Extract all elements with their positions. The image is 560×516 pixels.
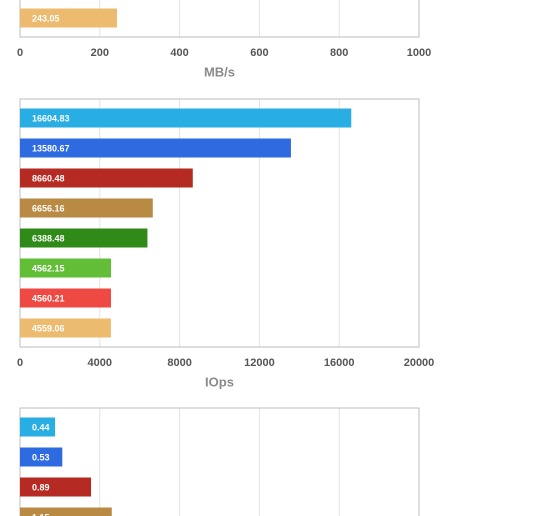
x-tick-label: 0	[17, 357, 23, 369]
bar-value-label: 4560.21	[32, 293, 65, 303]
bar	[20, 258, 112, 278]
bar	[20, 477, 92, 497]
x-tick-label: 8000	[167, 357, 191, 369]
plot-frame	[19, 407, 420, 516]
bar-value-label: 0.44	[32, 422, 50, 432]
bar	[20, 168, 193, 188]
bar	[20, 138, 291, 158]
bar	[20, 108, 352, 128]
bar-value-label: 8660.48	[32, 173, 65, 183]
bar-value-label: 243.05	[32, 13, 60, 23]
bar	[20, 198, 153, 218]
bar	[20, 318, 111, 338]
bar-value-label: 0.53	[32, 452, 50, 462]
x-tick-label: 1000	[407, 47, 431, 59]
bar	[20, 417, 56, 437]
x-tick-label: 800	[330, 47, 348, 59]
x-axis-title: IOps	[205, 374, 234, 389]
bar	[20, 507, 112, 516]
x-tick-label: 12000	[244, 357, 275, 369]
bar-value-label: 13580.67	[32, 143, 70, 153]
plot-frame	[19, 98, 420, 348]
x-tick-label: 0	[17, 47, 23, 59]
x-tick-label: 400	[170, 47, 188, 59]
bar-value-label: 4559.06	[32, 323, 65, 333]
bar-value-label: 16604.83	[32, 113, 70, 123]
bar	[20, 288, 111, 308]
x-tick-label: 16000	[324, 357, 355, 369]
bar-value-label: 0.89	[32, 482, 50, 492]
x-tick-label: 20000	[404, 357, 435, 369]
bar-value-label: 6388.48	[32, 233, 65, 243]
x-tick-label: 200	[91, 47, 109, 59]
bar	[20, 447, 63, 467]
x-axis-title: MB/s	[204, 64, 235, 79]
x-tick-label: 600	[250, 47, 268, 59]
x-tick-label: 4000	[88, 357, 112, 369]
bar-value-label: 1.15	[32, 512, 50, 516]
bar	[20, 8, 117, 28]
bar	[20, 228, 148, 248]
bar-value-label: 4562.15	[32, 263, 65, 273]
bar-value-label: 6656.16	[32, 203, 65, 213]
